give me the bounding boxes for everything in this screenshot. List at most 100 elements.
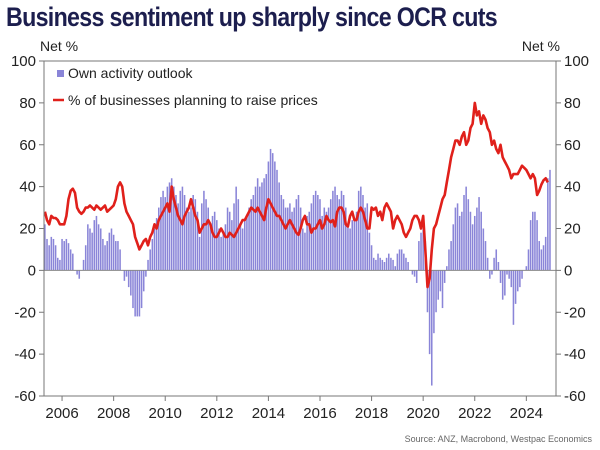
line-series-price-intentions [43,101,549,289]
bar [284,207,287,271]
bar [372,257,375,271]
bar [291,211,293,271]
bar [405,257,407,271]
bar [497,262,500,271]
bar [102,238,104,271]
bar [443,270,446,283]
legend-label-own-activity: Own activity outlook [68,65,193,81]
bar [50,236,53,271]
bar [398,249,401,271]
bar [306,215,308,271]
bar [213,211,216,271]
bar [293,207,295,271]
bar [435,270,437,313]
bar [342,195,345,271]
bar [542,245,545,271]
bar [155,218,158,271]
bar [433,270,435,334]
bar [173,186,175,271]
bar [334,186,336,271]
bar [319,199,321,271]
y-tick-label-left: 80 [19,95,36,112]
bar [237,199,240,271]
bar [222,232,225,271]
bar [508,270,510,279]
bar [192,195,194,271]
bar [527,249,530,271]
bar [93,220,96,271]
bar [142,270,145,292]
bar [549,169,551,271]
bar [52,238,55,271]
bar [125,270,128,277]
bar [390,257,392,271]
bar [168,182,171,271]
bar [349,228,351,271]
bar [510,270,513,288]
bar [512,270,515,325]
bar [428,270,431,355]
bar [263,178,265,271]
bar [132,270,134,309]
bar [252,195,255,271]
bar [340,190,343,271]
bar [274,161,276,271]
bar [67,243,70,271]
bar [207,207,209,271]
bar [355,211,358,271]
bar [134,270,136,317]
bar [84,245,87,271]
bar [97,224,100,271]
bar [377,253,379,271]
bar [420,232,422,271]
bar [289,203,291,271]
bar [123,270,126,281]
bar [329,199,332,271]
bar [205,199,207,271]
y-tick-label-right: 100 [564,53,589,70]
bar [127,270,130,288]
bar [461,211,463,271]
bar [486,257,489,271]
bar [95,215,98,271]
x-tick-label: 2012 [200,405,233,422]
bar [235,186,237,271]
bar [400,249,403,271]
bar [387,253,390,271]
bar [463,195,465,271]
bar [209,224,212,271]
y-tick-label-right: 60 [564,137,581,154]
bar [250,199,252,271]
bar [317,195,319,271]
bar [411,270,414,275]
bar [69,249,72,271]
bar [471,224,474,271]
bar [532,211,534,271]
bar [383,262,386,271]
bar [241,228,244,271]
bar [394,266,396,271]
bar [130,270,132,296]
x-tick-label: 2024 [510,405,543,422]
bar [65,238,68,271]
bar [458,215,461,271]
bar [379,257,381,271]
bar [364,207,366,271]
bar [228,211,231,271]
bar [525,266,528,271]
bar [308,211,311,271]
bar [170,178,173,271]
bar [78,270,81,279]
x-tick-label: 2010 [149,405,182,422]
y-tick-label-left: -60 [14,388,36,405]
bar [495,249,498,271]
bar [108,232,111,271]
bar [198,236,201,271]
bar [112,234,115,271]
bar [338,199,341,271]
bar [99,228,102,271]
chart-title: Business sentiment up sharply since OCR … [6,2,498,32]
bar [516,270,519,292]
